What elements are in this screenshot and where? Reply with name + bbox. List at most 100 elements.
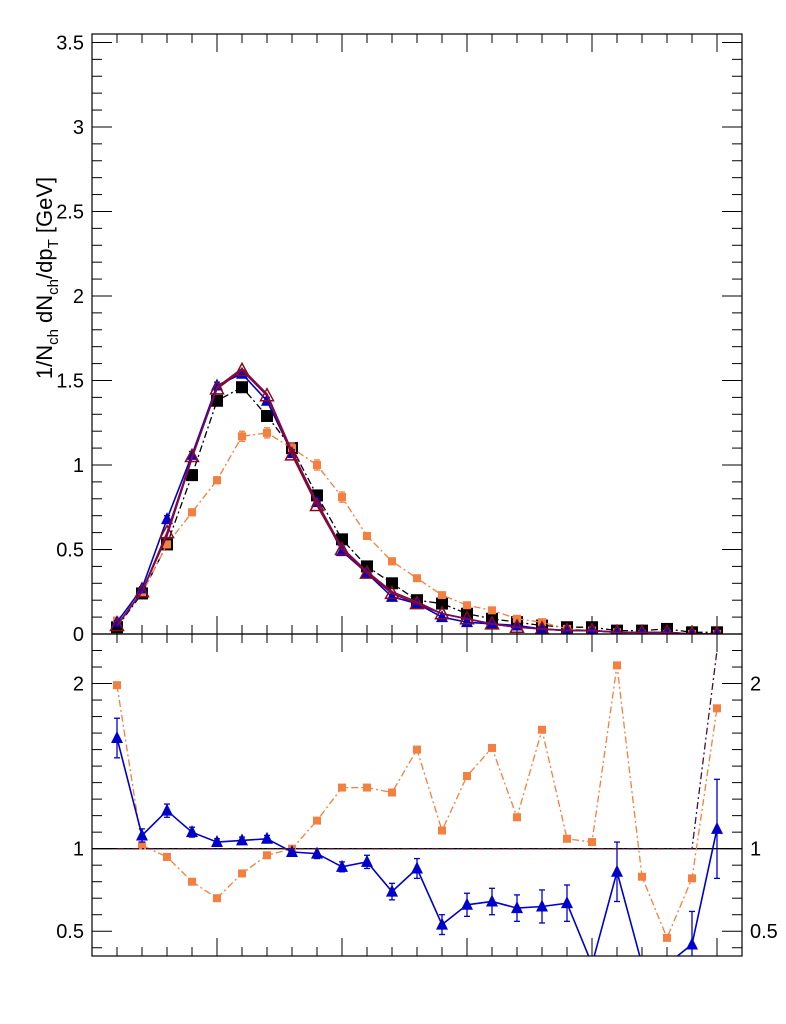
main-series-3-point [109,616,125,632]
ratio-series-2-line [117,650,718,850]
main-series-3-point [636,623,648,634]
main-ytick-label: 2 [73,286,84,308]
ratio-ytick-label-right: 2 [750,674,761,696]
ratio-plot-frame [91,633,743,957]
main-series-1-point [163,540,171,549]
ratio-series-1-line [116,737,718,956]
main-series-3-point [184,447,200,463]
main-series-1-point [313,460,321,469]
ratio-series-0-point [163,852,171,861]
ratio-series-1-point [136,828,148,841]
ratio-ytick-label: 1 [73,839,84,861]
ratio-series-1-point [286,844,298,857]
main-clipped-series [109,361,723,634]
main-plot-frame [91,33,743,635]
ratio-series-0-point [338,783,346,792]
main-series-3-point [284,446,300,461]
ratio-series-1-point [411,861,423,874]
main-series-group [109,361,723,634]
ratio-series-1-point [661,957,673,969]
ratio-series-1-point [161,803,173,816]
main-series-0-point [261,409,273,422]
ratio-series-1-point [361,854,373,867]
main-series-1-point [463,601,471,610]
main-series-2-point [688,627,696,634]
ratio-series-1-point [311,846,323,859]
ratio-series-1-point [561,896,573,909]
main-series-1-point [238,432,246,441]
ratio-series-0-point [638,872,646,881]
main-series-3-point [585,622,599,634]
main-series-2-point [561,623,573,634]
ratio-series-0-point [588,838,596,847]
ratio-ytick-label: 2 [73,674,84,696]
ratio-series-1-point [211,835,223,848]
main-series-1-point [388,557,396,566]
ratio-series-0-point [713,704,721,713]
main-panel: 0 0.5 1 1.5 2 2.5 3 3.5 [56,32,743,646]
ratio-series-1-point [236,833,248,846]
main-series-2-point [486,616,498,629]
y-axis-title-base: 1/N [32,345,57,379]
main-series-1-point [363,531,371,540]
main-series-3-point [309,496,325,512]
y-axis-title-mid2: /dp [32,248,57,279]
ratio-series-1-point [436,917,448,930]
ratio-series-0-point [513,813,521,822]
main-series-3-point [712,625,722,634]
ratio-series-1-point [336,859,348,872]
ratio-series-1-point [536,899,548,912]
ratio-series-group [111,650,723,969]
ratio-series-1-point [636,957,648,969]
ratio-series-0-point [263,851,271,860]
y-axis-title-sub1: ch [45,329,62,345]
main-series-3-point [359,564,375,579]
main-series-1-point [138,589,146,598]
main-series-1-point [488,606,496,615]
y-axis-title-mid1: dN [32,295,57,329]
main-series-0-point [436,597,448,610]
ratio-clipped-series [111,650,723,969]
y-axis-title-tail: [GeV] [32,177,57,239]
ratio-series-0-point [138,841,146,850]
ratio-series-1-point [486,894,498,907]
ratio-series-1-point [461,897,473,910]
main-series-1-point [213,476,221,485]
main-ytick-label: 0.5 [56,539,84,561]
main-series-3-point [134,583,150,598]
main-series-1-point [263,428,271,437]
main-series-3-point [334,540,350,556]
ratio-series-1-point [186,825,198,838]
ratio-series-0-point [213,894,221,903]
main-series-0-point [236,381,248,394]
ratio-series-0-point [413,745,421,754]
ratio-series-0-point [538,725,546,734]
main-series-0-point [186,469,198,482]
ratio-series-1-point [111,731,123,744]
main-ytick-label: 3 [73,117,84,139]
ratio-series-0-point [113,681,121,690]
main-series-0-point [386,577,398,590]
ratio-series-1-point [511,901,523,914]
ratio-ytick-label-right: 0.5 [750,921,778,943]
ratio-series-1-point [586,957,598,969]
main-series-1-point [188,508,196,517]
main-ytick-label: 0 [73,624,84,646]
ratio-series-0-point [238,869,246,878]
main-series-3-point [259,387,275,402]
ratio-ytick-label-right: 1 [750,839,761,861]
ratio-series-0-point [388,788,396,797]
ratio-series-1-point [386,884,398,897]
ratio-series-0-point [438,826,446,835]
ratio-series-1-point [686,937,698,950]
main-series-2-point [536,621,548,634]
main-ytick-label: 1 [73,455,84,477]
y-axis-title-sub3: T [45,239,62,248]
ratio-ticks: 0.5 0.5 1 1 2 2 [56,633,778,956]
ratio-series-0-point [488,743,496,752]
ratio-series-1-point [711,821,723,834]
ratio-series-0-point [463,772,471,781]
main-ytick-label: 3.5 [56,32,84,54]
ratio-series-0-point [188,877,196,886]
